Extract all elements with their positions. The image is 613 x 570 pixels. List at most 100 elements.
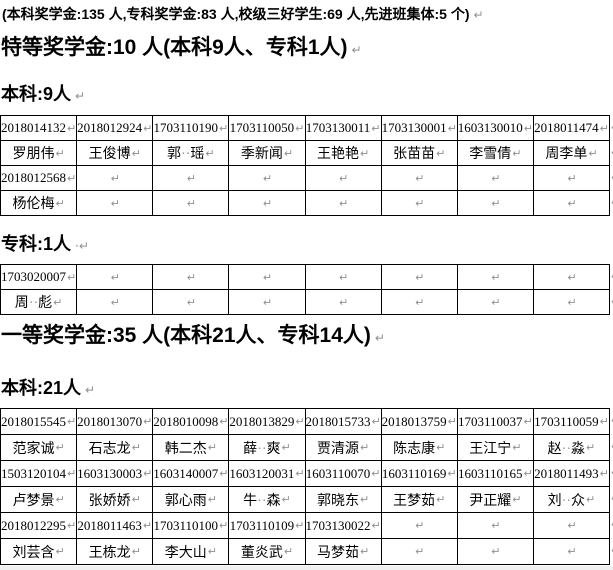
paragraph-mark-icon: ↵ bbox=[473, 8, 484, 22]
space-mark-icon: ·· bbox=[257, 441, 267, 457]
table-row: 2018012568 ↵ ↵ ↵ ↵ ↵ ↵ ↵ ↵ bbox=[0, 166, 610, 191]
paragraph-mark-icon: ↵ bbox=[599, 467, 609, 480]
paragraph-mark-icon: ↵ bbox=[110, 295, 120, 309]
cell-text: 王江宁 bbox=[469, 441, 512, 457]
paragraph-mark-icon: ↵ bbox=[588, 146, 598, 160]
paragraph-mark-icon: ↵ bbox=[351, 43, 362, 57]
table-cell-empty: ↵ bbox=[532, 290, 610, 314]
table-cell-empty: ↵ bbox=[304, 265, 381, 289]
table-cell-empty: ↵ bbox=[456, 513, 533, 538]
table-row: 2018014132 ↵ 2018012924 ↵ 1703110190 ↵ 1703110… bbox=[0, 116, 610, 141]
table-cell-id: 1603110070 ↵ bbox=[304, 461, 381, 486]
table-cell-id: 1703110190 ↵ bbox=[152, 116, 228, 140]
table-row: 罗朋伟 ↵ 王俊博 ↵ 郭··瑶 ↵ 季新闻 ↵ 王艳艳 ↵ 张苗苗 ↵ 李雪倩 ↵ 周李单 ↵ bbox=[0, 141, 610, 166]
table-cell-name: 王俊博 ↵ bbox=[76, 141, 152, 165]
table-cell-empty: ↵ bbox=[228, 191, 304, 215]
paragraph-mark-icon: ↵ bbox=[491, 196, 501, 210]
paragraph-mark-icon: ↵ bbox=[512, 493, 522, 506]
space-mark-icon: ·· bbox=[561, 441, 571, 457]
paragraph-mark-icon: ↵ bbox=[283, 545, 294, 558]
paragraph-mark-icon: ↵ bbox=[415, 171, 425, 185]
table-cell-name: 张娇娇 ↵ bbox=[76, 487, 152, 512]
table-cell-name: 尹正耀 ↵ bbox=[456, 487, 533, 512]
cell-text: 卢梦景 bbox=[12, 493, 55, 509]
cell-text: 2018011493 bbox=[534, 465, 599, 481]
cell-text: 2018010098 bbox=[153, 413, 219, 429]
table-cell-id: 2018012295 ↵ bbox=[0, 513, 76, 538]
heading-text: 本科:9人 bbox=[1, 84, 72, 104]
paragraph-mark-icon: ↵ bbox=[218, 519, 229, 532]
table-cell-empty: ↵ bbox=[152, 166, 228, 190]
paragraph-mark-icon: ↵ bbox=[207, 493, 217, 506]
row-end-mark-icon: ↵ bbox=[611, 121, 613, 134]
row-end-mark-icon: ↵ bbox=[611, 295, 613, 308]
summary-text: (本科奖学金:135 人,专科奖学金:83 人,校级三好学生:69 人,先进班集… bbox=[2, 6, 470, 22]
paragraph-mark-icon: ↵ bbox=[359, 146, 370, 160]
heading-text: 特等奖学金:10 人(本科9人、专科1人) bbox=[1, 36, 348, 59]
cell-text: 郭心雨 bbox=[164, 493, 207, 509]
table-cell-name: 牛··森 ↵ bbox=[228, 487, 304, 512]
paragraph-mark-icon: ↵ bbox=[143, 415, 153, 428]
cell-text: 周李单 bbox=[545, 147, 588, 162]
paragraph-mark-icon: ↵ bbox=[281, 493, 291, 506]
row-end-mark-icon: ↵ bbox=[611, 544, 613, 557]
cell-text: 周··彪 bbox=[14, 296, 53, 311]
paragraph-mark-icon: ↵ bbox=[567, 171, 577, 185]
table-cell-empty: ↵ bbox=[456, 265, 533, 289]
cell-text: 刘··众 bbox=[547, 493, 585, 509]
paragraph-mark-icon: ·↵ bbox=[75, 239, 89, 253]
cell-text: 王梦茹 bbox=[393, 493, 436, 509]
table-cell-id: 1603130003 ↵ bbox=[76, 461, 152, 486]
table-cell-name: 石志龙 ↵ bbox=[76, 435, 152, 460]
paragraph-mark-icon: ↵ bbox=[295, 121, 305, 135]
paragraph-mark-icon: ↵ bbox=[55, 493, 65, 506]
table-cell-name: 王江宁 ↵ bbox=[456, 435, 533, 460]
paragraph-mark-icon: ↵ bbox=[585, 493, 596, 506]
table-cell-id: 1603110169 ↵ bbox=[380, 461, 457, 486]
table-row: 杨伦梅 ↵ ↵ ↵ ↵ ↵ ↵ ↵ ↵ bbox=[0, 191, 610, 216]
cell-text: 王栋龙 bbox=[88, 545, 131, 561]
table-cell-empty: ↵ bbox=[152, 290, 228, 314]
cell-text: 郭晓东 bbox=[316, 493, 359, 509]
paragraph-mark-icon: ↵ bbox=[205, 146, 215, 160]
table-cell-name: 周··彪 ↵ bbox=[0, 290, 76, 314]
table-cell-empty: ↵ bbox=[380, 290, 457, 314]
cell-text: 1703110059 bbox=[534, 413, 599, 429]
paragraph-mark-icon: ↵ bbox=[447, 415, 457, 428]
paragraph-mark-icon: ↵ bbox=[415, 545, 425, 558]
table-cell-id: 2018010098 ↵ bbox=[152, 409, 228, 434]
paragraph-mark-icon: ↵ bbox=[85, 383, 96, 397]
paragraph-mark-icon: ↵ bbox=[219, 467, 229, 480]
table-row: 刘芸含 ↵ 王栋龙 ↵ 李大山 ↵ 董炎武 ↵ 马梦茹 ↵ ↵ ↵ ↵ bbox=[0, 539, 610, 565]
cell-text: 1703110037 bbox=[457, 413, 523, 429]
paragraph-mark-icon: ↵ bbox=[491, 545, 501, 558]
table-first-undergrad: 2018015545 ↵ 2018013070 ↵ 2018010098 ↵ 2018013… bbox=[0, 408, 613, 565]
cell-text: 2018013759 bbox=[381, 413, 447, 429]
paragraph-mark-icon: ↵ bbox=[131, 146, 141, 160]
paragraph-mark-icon: ↵ bbox=[55, 545, 65, 558]
table-cell-empty: ↵ bbox=[532, 265, 610, 289]
table-cell-id: 1703130011 ↵ bbox=[304, 116, 381, 140]
table-cell-id: 2018013829 ↵ bbox=[228, 409, 305, 434]
paragraph-mark-icon: ↵ bbox=[66, 467, 77, 480]
cell-text: 2018012568 bbox=[0, 170, 66, 185]
table-cell-id: 1603140007 ↵ bbox=[152, 461, 228, 486]
paragraph-mark-icon: ↵ bbox=[585, 441, 596, 454]
paragraph-mark-icon: ↵ bbox=[262, 270, 273, 284]
cell-text: 2018012295 bbox=[0, 517, 66, 533]
table-cell-name: 李大山 ↵ bbox=[152, 539, 228, 564]
cell-text: 1603110169 bbox=[381, 465, 447, 481]
heading-text: 专科:1人 bbox=[1, 234, 72, 254]
row-end-mark-icon: ↵ bbox=[611, 492, 613, 505]
table-cell-empty: ↵ bbox=[380, 166, 457, 190]
table-cell-name: 罗朋伟 ↵ bbox=[0, 141, 76, 165]
cell-text: 2018015733 bbox=[305, 413, 371, 429]
table-cell-id: 1703110100 ↵ bbox=[152, 513, 228, 538]
paragraph-mark-icon: ↵ bbox=[512, 441, 522, 454]
table-cell-empty: ↵ bbox=[304, 166, 381, 190]
table-cell-name: 刘··众 ↵ bbox=[532, 487, 610, 512]
table-row: 范家诚 ↵ 石志龙 ↵ 韩二杰 ↵ 薛··爽 ↵ 贾清源 ↵ 陈志康 ↵ 王江宁 ↵ 赵··淼 ↵ bbox=[0, 435, 610, 461]
cell-text: 1703020007 bbox=[0, 269, 66, 284]
cell-text: 1703130001 bbox=[381, 120, 447, 135]
paragraph-mark-icon: ↵ bbox=[523, 467, 533, 480]
